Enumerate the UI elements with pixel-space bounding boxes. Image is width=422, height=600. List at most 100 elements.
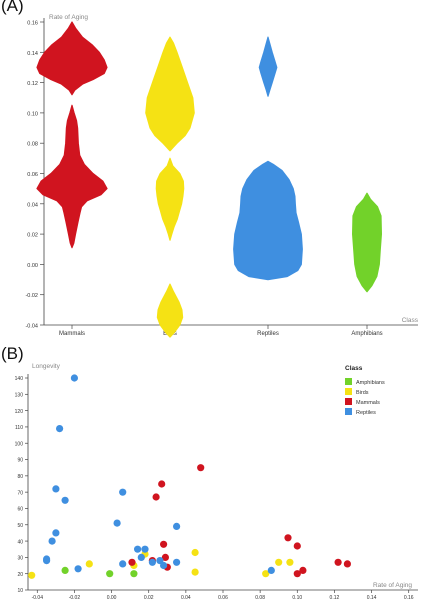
y-tick-label: 0.10: [27, 111, 38, 117]
point-birds: [275, 558, 283, 566]
scatter-chart: 10 20 30 40 50 60 70 80 90 100 110 120 130 140 -0.04 -0…: [15, 363, 418, 600]
x-tick-label: -0.02: [69, 595, 81, 600]
point-amphibians: [106, 570, 114, 578]
y-tick-label: 0.08: [27, 142, 38, 148]
y-axis-label: Rate of Aging: [49, 14, 88, 21]
x-tick-label: 0.08: [255, 595, 265, 600]
point-reptiles: [61, 496, 69, 504]
point-reptiles: [52, 529, 60, 537]
y-axis-label: Longevity: [32, 363, 61, 370]
point-reptiles: [173, 558, 181, 566]
legend-label-amphibians: Amphibians: [356, 380, 385, 386]
x-tick-label: 0.12: [330, 595, 340, 600]
point-reptiles: [119, 560, 127, 568]
point-mammals: [160, 540, 168, 548]
legend-label-birds: Birds: [356, 390, 369, 396]
legend-swatch-birds: [345, 388, 352, 395]
y-tick-label: 110: [15, 425, 23, 431]
point-reptiles: [148, 558, 156, 566]
point-birds: [262, 570, 270, 578]
violin-birds: [155, 157, 185, 241]
y-tick-label: 0.12: [27, 81, 38, 87]
y-tick-label: 0.00: [27, 263, 38, 269]
x-tick-label: -0.04: [32, 595, 44, 600]
y-tick-label: 130: [15, 393, 24, 399]
point-birds: [85, 560, 93, 568]
point-reptiles: [113, 519, 121, 527]
point-birds: [28, 571, 36, 579]
y-tick-label: 40: [17, 539, 23, 545]
y-tick-label: 0.04: [27, 202, 38, 208]
x-tick-label: 0.00: [107, 595, 117, 600]
violin-reptiles: [233, 160, 303, 281]
point-birds: [286, 558, 294, 566]
y-tick-label: 0.14: [27, 51, 38, 57]
x-tick-label: 0.04: [181, 595, 191, 600]
violin-amphibians: [352, 192, 382, 293]
point-mammals: [128, 558, 136, 566]
y-tick-label: 50: [17, 523, 23, 529]
point-mammals: [284, 534, 292, 542]
violin-mammals: [36, 21, 108, 96]
category-label: Mammals: [59, 331, 85, 337]
point-mammals: [161, 553, 169, 561]
point-reptiles: [160, 561, 168, 570]
y-tick-label: 60: [17, 507, 23, 513]
point-mammals: [343, 560, 351, 568]
legend-label-reptiles: Reptiles: [356, 410, 376, 416]
y-tick-label: 120: [15, 409, 24, 415]
point-mammals: [152, 493, 160, 501]
point-mammals: [158, 480, 166, 488]
x-axis-label: Rate of Aging: [373, 582, 412, 589]
point-reptiles: [43, 557, 51, 565]
x-tick-label: 0.06: [218, 595, 228, 600]
point-reptiles: [56, 425, 64, 433]
y-tick-label: 30: [17, 556, 23, 562]
y-tick-label: 0.06: [27, 172, 38, 178]
point-reptiles: [134, 545, 142, 553]
y-tick-label: 0.16: [27, 21, 38, 27]
point-mammals: [293, 570, 301, 578]
point-reptiles: [137, 553, 145, 561]
x-tick-label: 0.14: [367, 595, 377, 600]
y-tick-label: 140: [15, 376, 24, 382]
y-tick-label: 20: [17, 572, 23, 578]
point-mammals: [334, 558, 342, 566]
x-tick-label: 0.02: [144, 595, 154, 600]
point-reptiles: [141, 545, 149, 553]
violin-mammals: [36, 104, 108, 249]
point-reptiles: [70, 374, 78, 382]
point-reptiles: [267, 566, 275, 574]
point-mammals: [299, 566, 307, 574]
panel-label-a: (A): [1, 0, 24, 15]
x-tick-label: 0.10: [292, 595, 302, 600]
violin-chart: 0.16 0.14 0.12 0.10 0.08 0.06 0.04 0.02 0.00 -0.0…: [25, 14, 419, 338]
y-tick-label: 80: [17, 474, 23, 480]
y-tick-label: 10: [17, 588, 23, 594]
x-tick-label: 0.16: [404, 595, 414, 600]
violin-birds: [156, 283, 184, 338]
point-reptiles: [156, 557, 164, 565]
x-axis-label: Class: [402, 317, 419, 324]
legend-label-mammals: Mammals: [356, 400, 380, 406]
point-amphibians: [130, 570, 138, 578]
point-birds: [191, 548, 199, 557]
point-mammals: [197, 464, 205, 472]
point-mammals: [293, 542, 301, 550]
legend-swatch-amphibians: [345, 378, 352, 385]
y-tick-label: -0.02: [25, 293, 38, 299]
y-tick-label: 70: [17, 490, 23, 496]
point-reptiles: [48, 537, 56, 545]
violin-birds: [145, 36, 195, 152]
y-tick-label: -0.04: [25, 324, 38, 330]
point-reptiles: [74, 565, 82, 573]
legend-swatch-reptiles: [345, 408, 352, 415]
point-amphibians: [61, 566, 69, 574]
y-tick-label: 0.02: [27, 233, 38, 239]
point-reptiles: [119, 488, 127, 496]
point-reptiles: [173, 522, 181, 530]
y-tick-label: 100: [15, 441, 24, 447]
panel-label-b: (B): [1, 344, 24, 363]
y-tick-label: 90: [17, 458, 23, 464]
legend-title: Class: [345, 365, 363, 372]
